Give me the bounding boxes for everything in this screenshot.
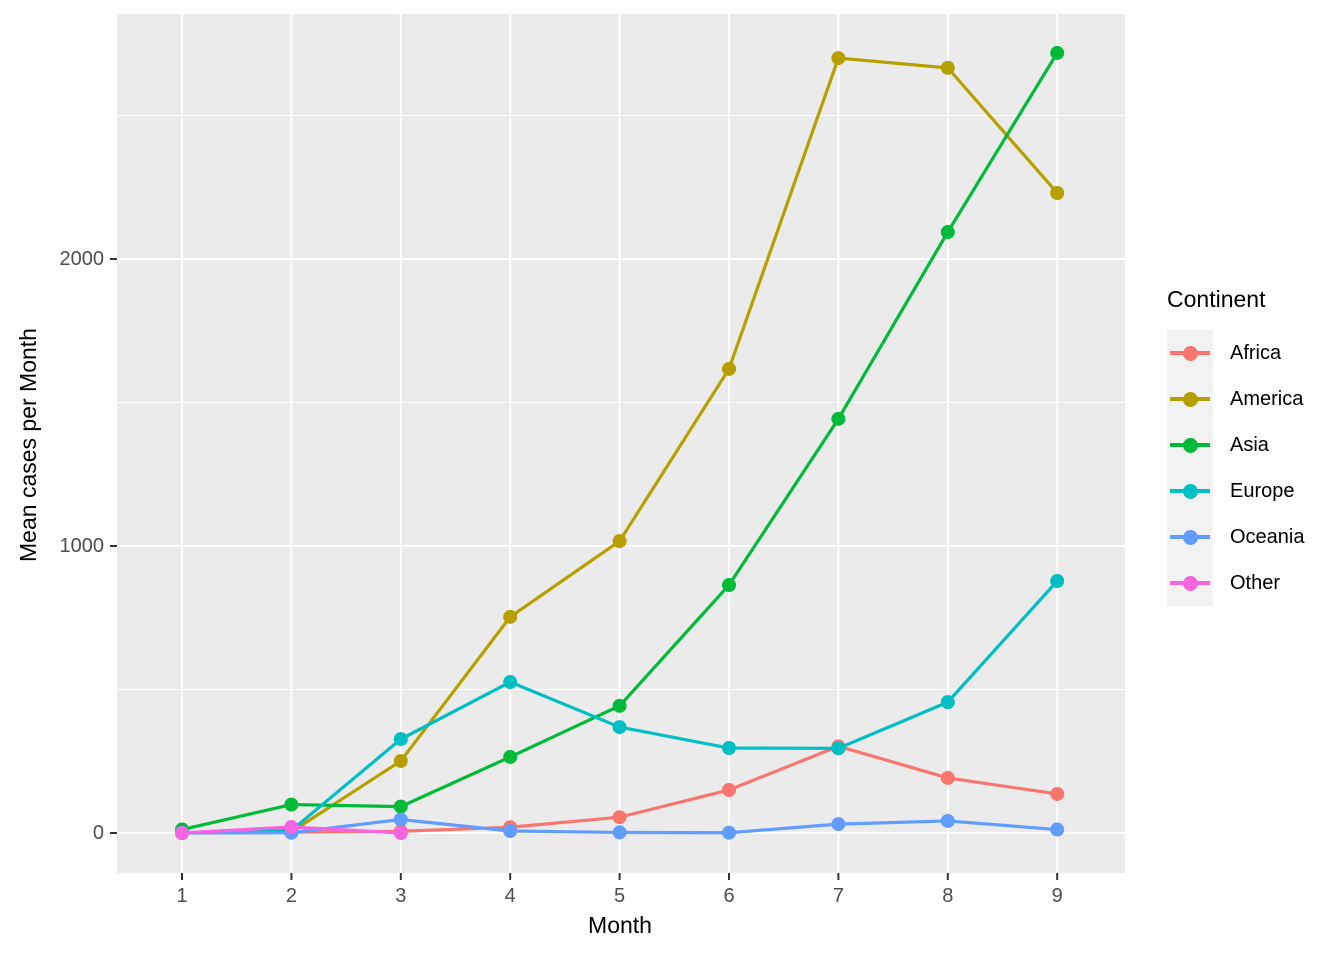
legend-key-dot bbox=[1183, 484, 1198, 499]
data-point bbox=[503, 609, 518, 624]
data-point bbox=[722, 782, 736, 797]
legend-key-dot bbox=[1183, 438, 1198, 453]
y-tick-label: 0 bbox=[92, 822, 104, 844]
data-point bbox=[831, 741, 846, 756]
legend-key bbox=[1167, 422, 1213, 468]
data-point bbox=[503, 823, 518, 838]
legend-key bbox=[1167, 514, 1213, 560]
data-point bbox=[1050, 45, 1065, 60]
legend-key-dot bbox=[1183, 576, 1198, 591]
series-other bbox=[175, 819, 408, 840]
data-point bbox=[940, 770, 955, 785]
data-point bbox=[940, 695, 955, 710]
legend-item-europe: Europe bbox=[1167, 468, 1305, 514]
legend-label: Oceania bbox=[1230, 525, 1305, 548]
legend: Continent Africa America Asia Europe Oceania… bbox=[1167, 286, 1305, 606]
legend-item-africa: Africa bbox=[1167, 330, 1305, 376]
y-tick-label: 2000 bbox=[59, 248, 105, 270]
x-tick-label: 5 bbox=[614, 885, 626, 907]
legend-label: America bbox=[1230, 387, 1304, 410]
data-point bbox=[1050, 822, 1065, 837]
legend-item-asia: Asia bbox=[1167, 422, 1305, 468]
data-point bbox=[831, 817, 846, 832]
x-tick-label: 6 bbox=[723, 885, 735, 907]
data-point bbox=[940, 60, 955, 75]
x-tick-label: 4 bbox=[504, 885, 516, 907]
data-point bbox=[1050, 185, 1065, 200]
data-point bbox=[393, 826, 408, 840]
data-point bbox=[612, 720, 627, 735]
data-point bbox=[393, 799, 408, 814]
data-point bbox=[284, 797, 299, 812]
data-point bbox=[722, 825, 736, 840]
data-point bbox=[831, 411, 846, 426]
legend-label: Africa bbox=[1230, 341, 1282, 364]
data-point bbox=[393, 732, 408, 747]
data-point bbox=[503, 749, 518, 764]
legend-key bbox=[1167, 376, 1213, 422]
y-axis-title: Mean cases per Month bbox=[15, 328, 41, 562]
legend-item-other: Other bbox=[1167, 560, 1305, 606]
legend-label: Europe bbox=[1230, 479, 1295, 502]
x-axis-title: Month bbox=[588, 912, 652, 938]
y-tick-label: 1000 bbox=[59, 535, 105, 557]
data-point bbox=[503, 675, 518, 690]
data-point bbox=[393, 812, 408, 827]
legend-items: Africa America Asia Europe Oceania Other bbox=[1167, 330, 1305, 606]
legend-key-dot bbox=[1183, 392, 1198, 407]
x-tick-label: 2 bbox=[285, 885, 297, 907]
legend-label: Other bbox=[1230, 571, 1281, 594]
data-point bbox=[284, 819, 299, 834]
legend-key bbox=[1167, 330, 1213, 376]
data-point bbox=[175, 826, 189, 840]
data-point bbox=[1050, 574, 1065, 589]
data-point bbox=[393, 753, 408, 768]
x-tick-label: 1 bbox=[176, 885, 188, 907]
data-point bbox=[612, 534, 627, 549]
data-point bbox=[1050, 786, 1065, 801]
legend-key-dot bbox=[1183, 530, 1198, 545]
data-point bbox=[612, 825, 627, 840]
data-point bbox=[940, 813, 955, 828]
legend-label: Asia bbox=[1230, 433, 1269, 456]
data-point bbox=[940, 225, 955, 240]
panel-background bbox=[117, 14, 1125, 873]
data-point bbox=[612, 810, 627, 825]
data-point bbox=[722, 361, 736, 376]
legend-key bbox=[1167, 560, 1213, 606]
x-tick-label: 3 bbox=[395, 885, 407, 907]
data-point bbox=[612, 698, 627, 713]
x-tick-label: 8 bbox=[942, 885, 954, 907]
legend-title: Continent bbox=[1167, 286, 1266, 312]
legend-key-dot bbox=[1183, 346, 1198, 361]
x-tick-label: 9 bbox=[1051, 885, 1063, 907]
data-point bbox=[722, 578, 736, 593]
data-point bbox=[831, 51, 846, 66]
data-point bbox=[722, 741, 736, 756]
legend-item-oceania: Oceania bbox=[1167, 514, 1305, 560]
x-tick-label: 7 bbox=[832, 885, 844, 907]
legend-key bbox=[1167, 468, 1213, 514]
legend-item-america: America bbox=[1167, 376, 1305, 422]
